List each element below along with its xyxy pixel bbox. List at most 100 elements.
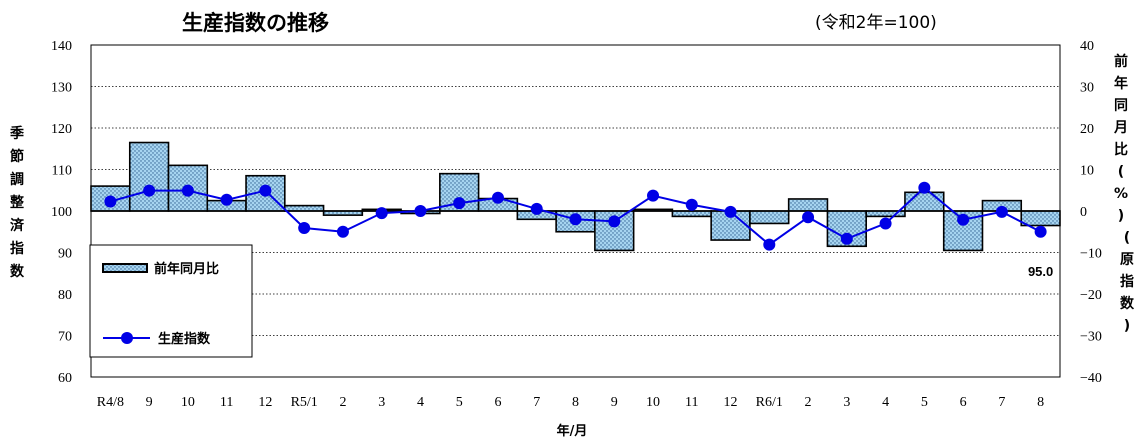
- y-right-tick-label: −20: [1080, 288, 1102, 303]
- chart-subtitle: (令和2年=100): [815, 13, 937, 33]
- legend-bar-swatch: [102, 263, 148, 273]
- y-left-tick-label: 100: [51, 205, 72, 220]
- point-production-index: [569, 213, 582, 226]
- point-production-index: [685, 198, 698, 211]
- y-right-label-char: 月: [1113, 120, 1128, 136]
- point-production-index: [530, 202, 543, 215]
- y-right-tick-label: −10: [1080, 247, 1102, 262]
- chart-title: 生産指数の推移: [182, 11, 329, 35]
- bar-yoy: [904, 191, 945, 212]
- point-production-index: [375, 207, 388, 220]
- legend-line-label: 生産指数: [158, 331, 211, 347]
- x-tick-label: 4: [882, 395, 889, 410]
- x-tick-label: 8: [572, 395, 579, 410]
- y-left-label-char: 節: [10, 148, 24, 165]
- y-right-label-char: 比: [1114, 141, 1128, 158]
- legend-bar-label: 前年同月比: [154, 261, 219, 277]
- point-production-index: [491, 191, 504, 204]
- x-tick-label: 8: [1037, 395, 1044, 410]
- data-labels: 95.0: [1028, 264, 1053, 279]
- y-left-label-char: 整: [9, 194, 25, 211]
- x-tick-label: 3: [843, 395, 850, 410]
- y-left-tick-label: 110: [52, 164, 72, 179]
- point-production-index: [298, 222, 311, 235]
- bar-yoy: [283, 204, 325, 212]
- x-tick-label: R5/1: [291, 395, 318, 410]
- x-tick-label: 2: [805, 395, 812, 410]
- x-tick-label: 6: [960, 395, 967, 410]
- x-tick-label: R6/1: [756, 395, 783, 410]
- point-production-index: [143, 184, 156, 197]
- point-production-index: [724, 205, 737, 218]
- point-production-index: [181, 184, 194, 197]
- y-right-tick-label: 20: [1080, 122, 1094, 137]
- point-production-index: [802, 211, 815, 224]
- x-axis-label: 年/月: [557, 423, 588, 439]
- y-left-tick-label: 80: [58, 288, 72, 303]
- x-tick-label: 10: [646, 395, 660, 410]
- data-label: 95.0: [1028, 264, 1053, 279]
- x-tick-label: 10: [181, 395, 195, 410]
- x-tick-label: 12: [258, 395, 272, 410]
- point-production-index: [763, 238, 776, 251]
- point-production-index: [104, 195, 117, 208]
- x-tick-label: 5: [456, 395, 463, 410]
- x-tick-label: 11: [220, 395, 233, 410]
- point-production-index: [1034, 225, 1047, 238]
- y-right-label-char: ): [1118, 208, 1124, 224]
- y-left-label-char: 済: [10, 217, 25, 234]
- y-right-label-char: (: [1124, 230, 1130, 246]
- point-production-index: [259, 184, 272, 197]
- x-tick-label: 11: [685, 395, 698, 410]
- line-layer: [104, 181, 1047, 251]
- bars-layer: [90, 141, 1061, 252]
- x-tick-label: 9: [146, 395, 153, 410]
- y-right-tick-label: −40: [1080, 371, 1102, 386]
- x-tick-label: 7: [533, 395, 540, 410]
- y-right-label-char: (: [1118, 164, 1124, 180]
- legend: 前年同月比 生産指数: [89, 244, 253, 358]
- y-right-label-char: 前: [1114, 53, 1128, 70]
- y-left-tick-label: 70: [58, 330, 72, 345]
- point-production-index: [220, 193, 233, 206]
- y-right-tick-label: 30: [1080, 81, 1094, 96]
- y-right-label-char: 年: [1114, 75, 1128, 92]
- y-right-label-char: %: [1114, 186, 1128, 202]
- x-tick-label: 4: [417, 395, 424, 410]
- point-production-index: [647, 189, 660, 202]
- y-left-tick-label: 140: [51, 39, 72, 54]
- point-production-index: [840, 232, 853, 245]
- y-left-label-char: 数: [10, 263, 25, 280]
- y-left-tick-label: 120: [51, 122, 72, 137]
- y-right-label-char: ): [1124, 318, 1130, 334]
- y-right-tick-label: 0: [1080, 205, 1087, 220]
- y-left-tick-label: 90: [58, 247, 72, 262]
- x-tick-label: R4/8: [97, 395, 124, 410]
- y-right-tick-label: 10: [1080, 164, 1094, 179]
- y-left-tick-label: 130: [51, 81, 72, 96]
- x-axis-ticks: R4/8 9 10 11 12 R5/1 2 3 4 5 6 7 8 9 10 11 12 R6/1 2 3 4 5 6 7 8: [97, 395, 1044, 410]
- y-right-label-char: 原: [1120, 252, 1134, 268]
- right-axis-label: 前年同月比(%)(原指数): [1113, 53, 1135, 334]
- y-right-label-char: 同: [1114, 98, 1128, 114]
- y-left-label-char: 調: [10, 171, 24, 188]
- x-tick-label: 6: [494, 395, 501, 410]
- point-production-index: [995, 205, 1008, 218]
- x-tick-label: 9: [611, 395, 618, 410]
- point-production-index: [957, 213, 970, 226]
- y-right-label-char: 数: [1120, 295, 1135, 312]
- y-right-label-char: 指: [1120, 273, 1134, 290]
- x-tick-label: 5: [921, 395, 928, 410]
- left-axis-ticks: 140 130 120 110 100 90 80 70 60: [51, 39, 72, 386]
- bar-yoy: [128, 141, 170, 212]
- point-production-index: [879, 217, 892, 230]
- y-left-tick-label: 60: [58, 371, 72, 386]
- bar-yoy: [749, 210, 790, 225]
- bar-yoy: [671, 210, 712, 218]
- point-production-index: [336, 225, 349, 238]
- point-production-index: [414, 205, 427, 217]
- y-right-tick-label: −30: [1080, 330, 1102, 345]
- legend-line-marker: [121, 332, 133, 344]
- y-right-tick-label: 40: [1080, 39, 1094, 54]
